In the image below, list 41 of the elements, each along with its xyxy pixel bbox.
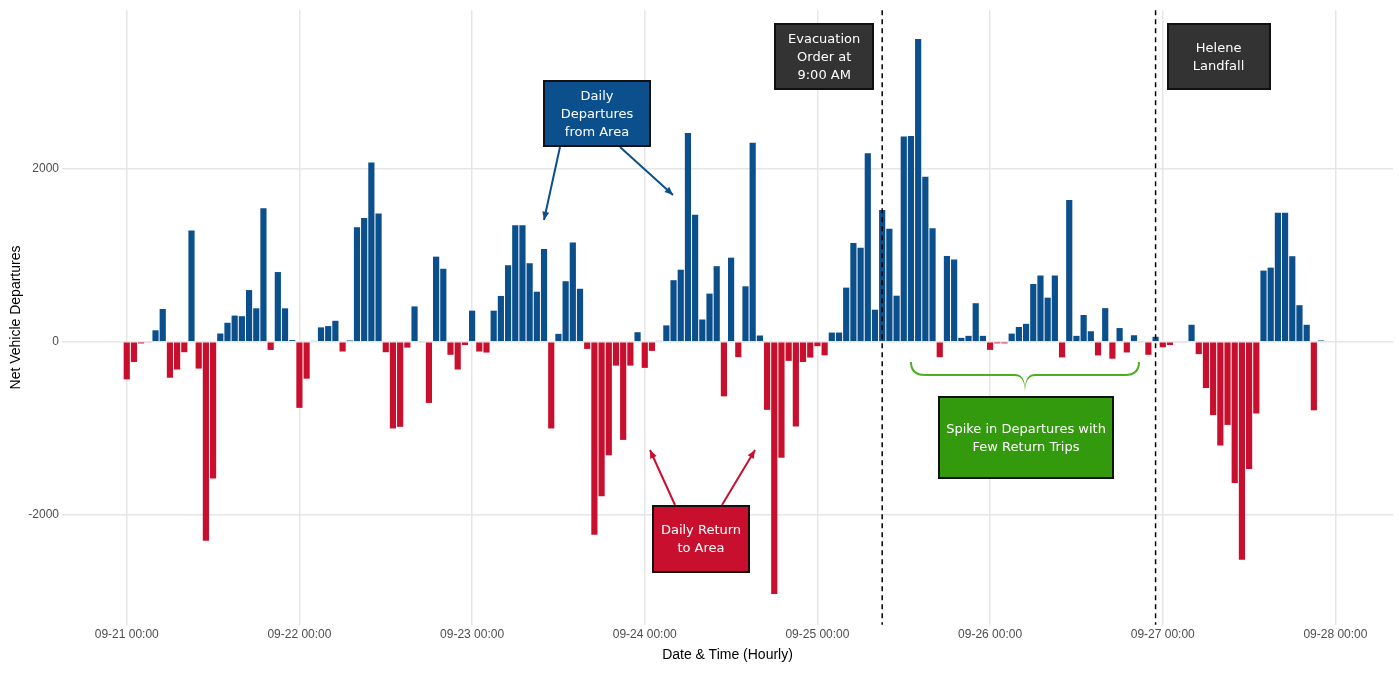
- bar: [425, 342, 433, 403]
- bar: [548, 342, 555, 429]
- x-tick-label: 09-28 00:00: [1303, 627, 1368, 642]
- y-tick-label: -2000: [28, 507, 60, 522]
- x-tick-label: 09-25 00:00: [785, 627, 850, 642]
- x-tick-label: 09-24 00:00: [612, 627, 678, 642]
- x-tick-label: 09-23 00:00: [440, 627, 505, 642]
- bar: [735, 342, 742, 358]
- x-tick-label: 09-21 00:00: [94, 627, 160, 642]
- y-axis-title: Net Vehicle Departures: [7, 245, 24, 390]
- text-box: Helene Landfall: [1166, 23, 1271, 90]
- bar: [1058, 342, 1066, 358]
- bar: [1094, 342, 1102, 356]
- bar: [936, 342, 943, 358]
- bar: [1116, 328, 1123, 341]
- bar: [188, 230, 195, 341]
- x-tick-label: 09-27 00:00: [1130, 627, 1196, 642]
- bar: [1109, 342, 1116, 359]
- text-box: Evacuation Order at 9:00 AM: [774, 23, 875, 90]
- y-tick-label: 2000: [32, 160, 60, 175]
- text-box: Daily Return to Area: [652, 505, 750, 573]
- y-tick-label: 0: [52, 334, 60, 349]
- bar: [411, 306, 418, 341]
- bar: [720, 342, 727, 397]
- bar: [1102, 308, 1109, 341]
- text-box: Spike in Departures with Few Return Trips: [938, 396, 1114, 479]
- text-box: Daily Departures from Area: [543, 80, 651, 147]
- bar: [1145, 342, 1152, 355]
- bar: [1152, 336, 1159, 341]
- bar: [728, 257, 735, 341]
- x-tick-label: 09-26 00:00: [958, 627, 1023, 642]
- bar: [1310, 342, 1317, 411]
- bar: [469, 310, 476, 341]
- bar: [1123, 342, 1130, 353]
- bar: [1188, 324, 1195, 341]
- bar: [1130, 335, 1138, 341]
- x-tick-label: 09-22 00:00: [267, 627, 332, 642]
- bar: [267, 342, 274, 350]
- bar: [339, 342, 346, 352]
- bar: [634, 332, 641, 341]
- x-axis-title: Date & Time (Hourly): [662, 646, 793, 663]
